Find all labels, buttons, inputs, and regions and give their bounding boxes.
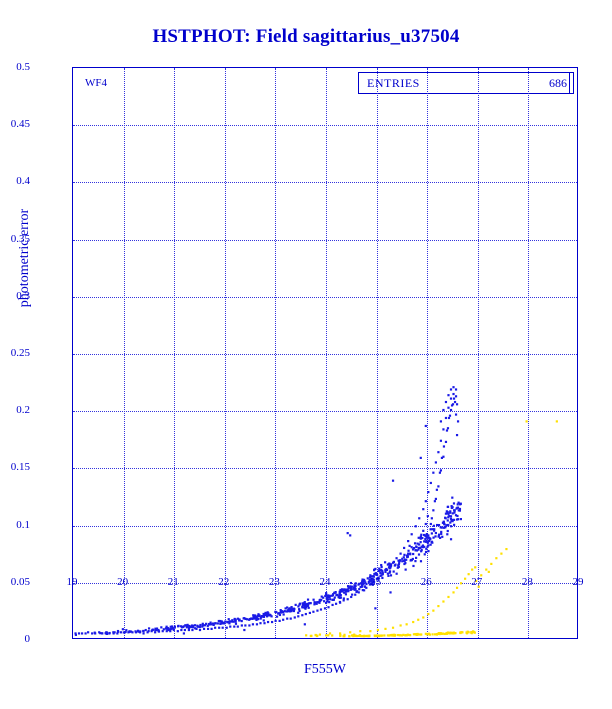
- x-tick-label: 24: [319, 576, 331, 588]
- x-axis-label: F555W: [304, 662, 346, 677]
- y-tick-label: 0.5: [16, 61, 30, 73]
- statistics-box: ENTRIES 686: [358, 72, 574, 94]
- gridline-horizontal: [73, 125, 577, 127]
- x-tick-label: 22: [218, 576, 230, 588]
- x-tick-label: 29: [572, 576, 584, 588]
- gridline-vertical: [123, 68, 125, 638]
- plot-area: WF4 ENTRIES 686: [72, 67, 578, 639]
- x-tick-label: 27: [471, 576, 483, 588]
- gridline-vertical: [376, 68, 378, 638]
- gridline-horizontal: [73, 239, 577, 241]
- x-tick-label: 20: [117, 576, 129, 588]
- entries-value: 686: [549, 76, 567, 90]
- gridline-horizontal: [73, 182, 577, 184]
- gridline-horizontal: [73, 468, 577, 470]
- gridline-vertical: [427, 68, 429, 638]
- gridline-vertical: [477, 68, 479, 638]
- gridline-horizontal: [73, 296, 577, 298]
- chip-label: WF4: [85, 77, 107, 89]
- gridline-horizontal: [73, 411, 577, 413]
- gridline-horizontal: [73, 525, 577, 527]
- y-tick-label: 0: [24, 633, 31, 645]
- x-tick-label: 26: [420, 576, 432, 588]
- stat-divider: [569, 73, 570, 93]
- y-tick-label: 0.4: [16, 175, 30, 188]
- gridline-vertical: [326, 68, 327, 638]
- x-tick-label: 25: [370, 576, 382, 588]
- x-tick-label: 21: [167, 576, 179, 588]
- y-tick-label: 0.15: [10, 461, 30, 474]
- gridline-vertical: [275, 68, 277, 638]
- y-axis-label: photometric error: [17, 208, 32, 308]
- page-title: HSTPHOT: Field sagittarius_u37504: [152, 26, 460, 47]
- gridline-vertical: [174, 68, 176, 638]
- entries-label: ENTRIES: [367, 76, 420, 90]
- y-tick-label: 0.25: [10, 347, 30, 359]
- gridline-horizontal: [73, 354, 577, 355]
- y-tick-label: 0.05: [10, 575, 30, 588]
- gridline-vertical: [528, 68, 530, 638]
- y-tick-label: 0.45: [10, 118, 30, 131]
- y-tick-label: 0.1: [16, 518, 30, 531]
- gridline-vertical: [224, 68, 226, 638]
- x-tick-label: 28: [521, 576, 533, 588]
- data-points-layer: [74, 386, 558, 638]
- gridline-horizontal: [73, 582, 577, 584]
- y-tick-label: 0.3: [16, 289, 30, 302]
- y-tick-label: 0.35: [10, 232, 30, 245]
- x-tick-label: 23: [268, 576, 280, 588]
- y-tick-label: 0.2: [16, 404, 30, 417]
- x-tick-label: 19: [66, 576, 78, 588]
